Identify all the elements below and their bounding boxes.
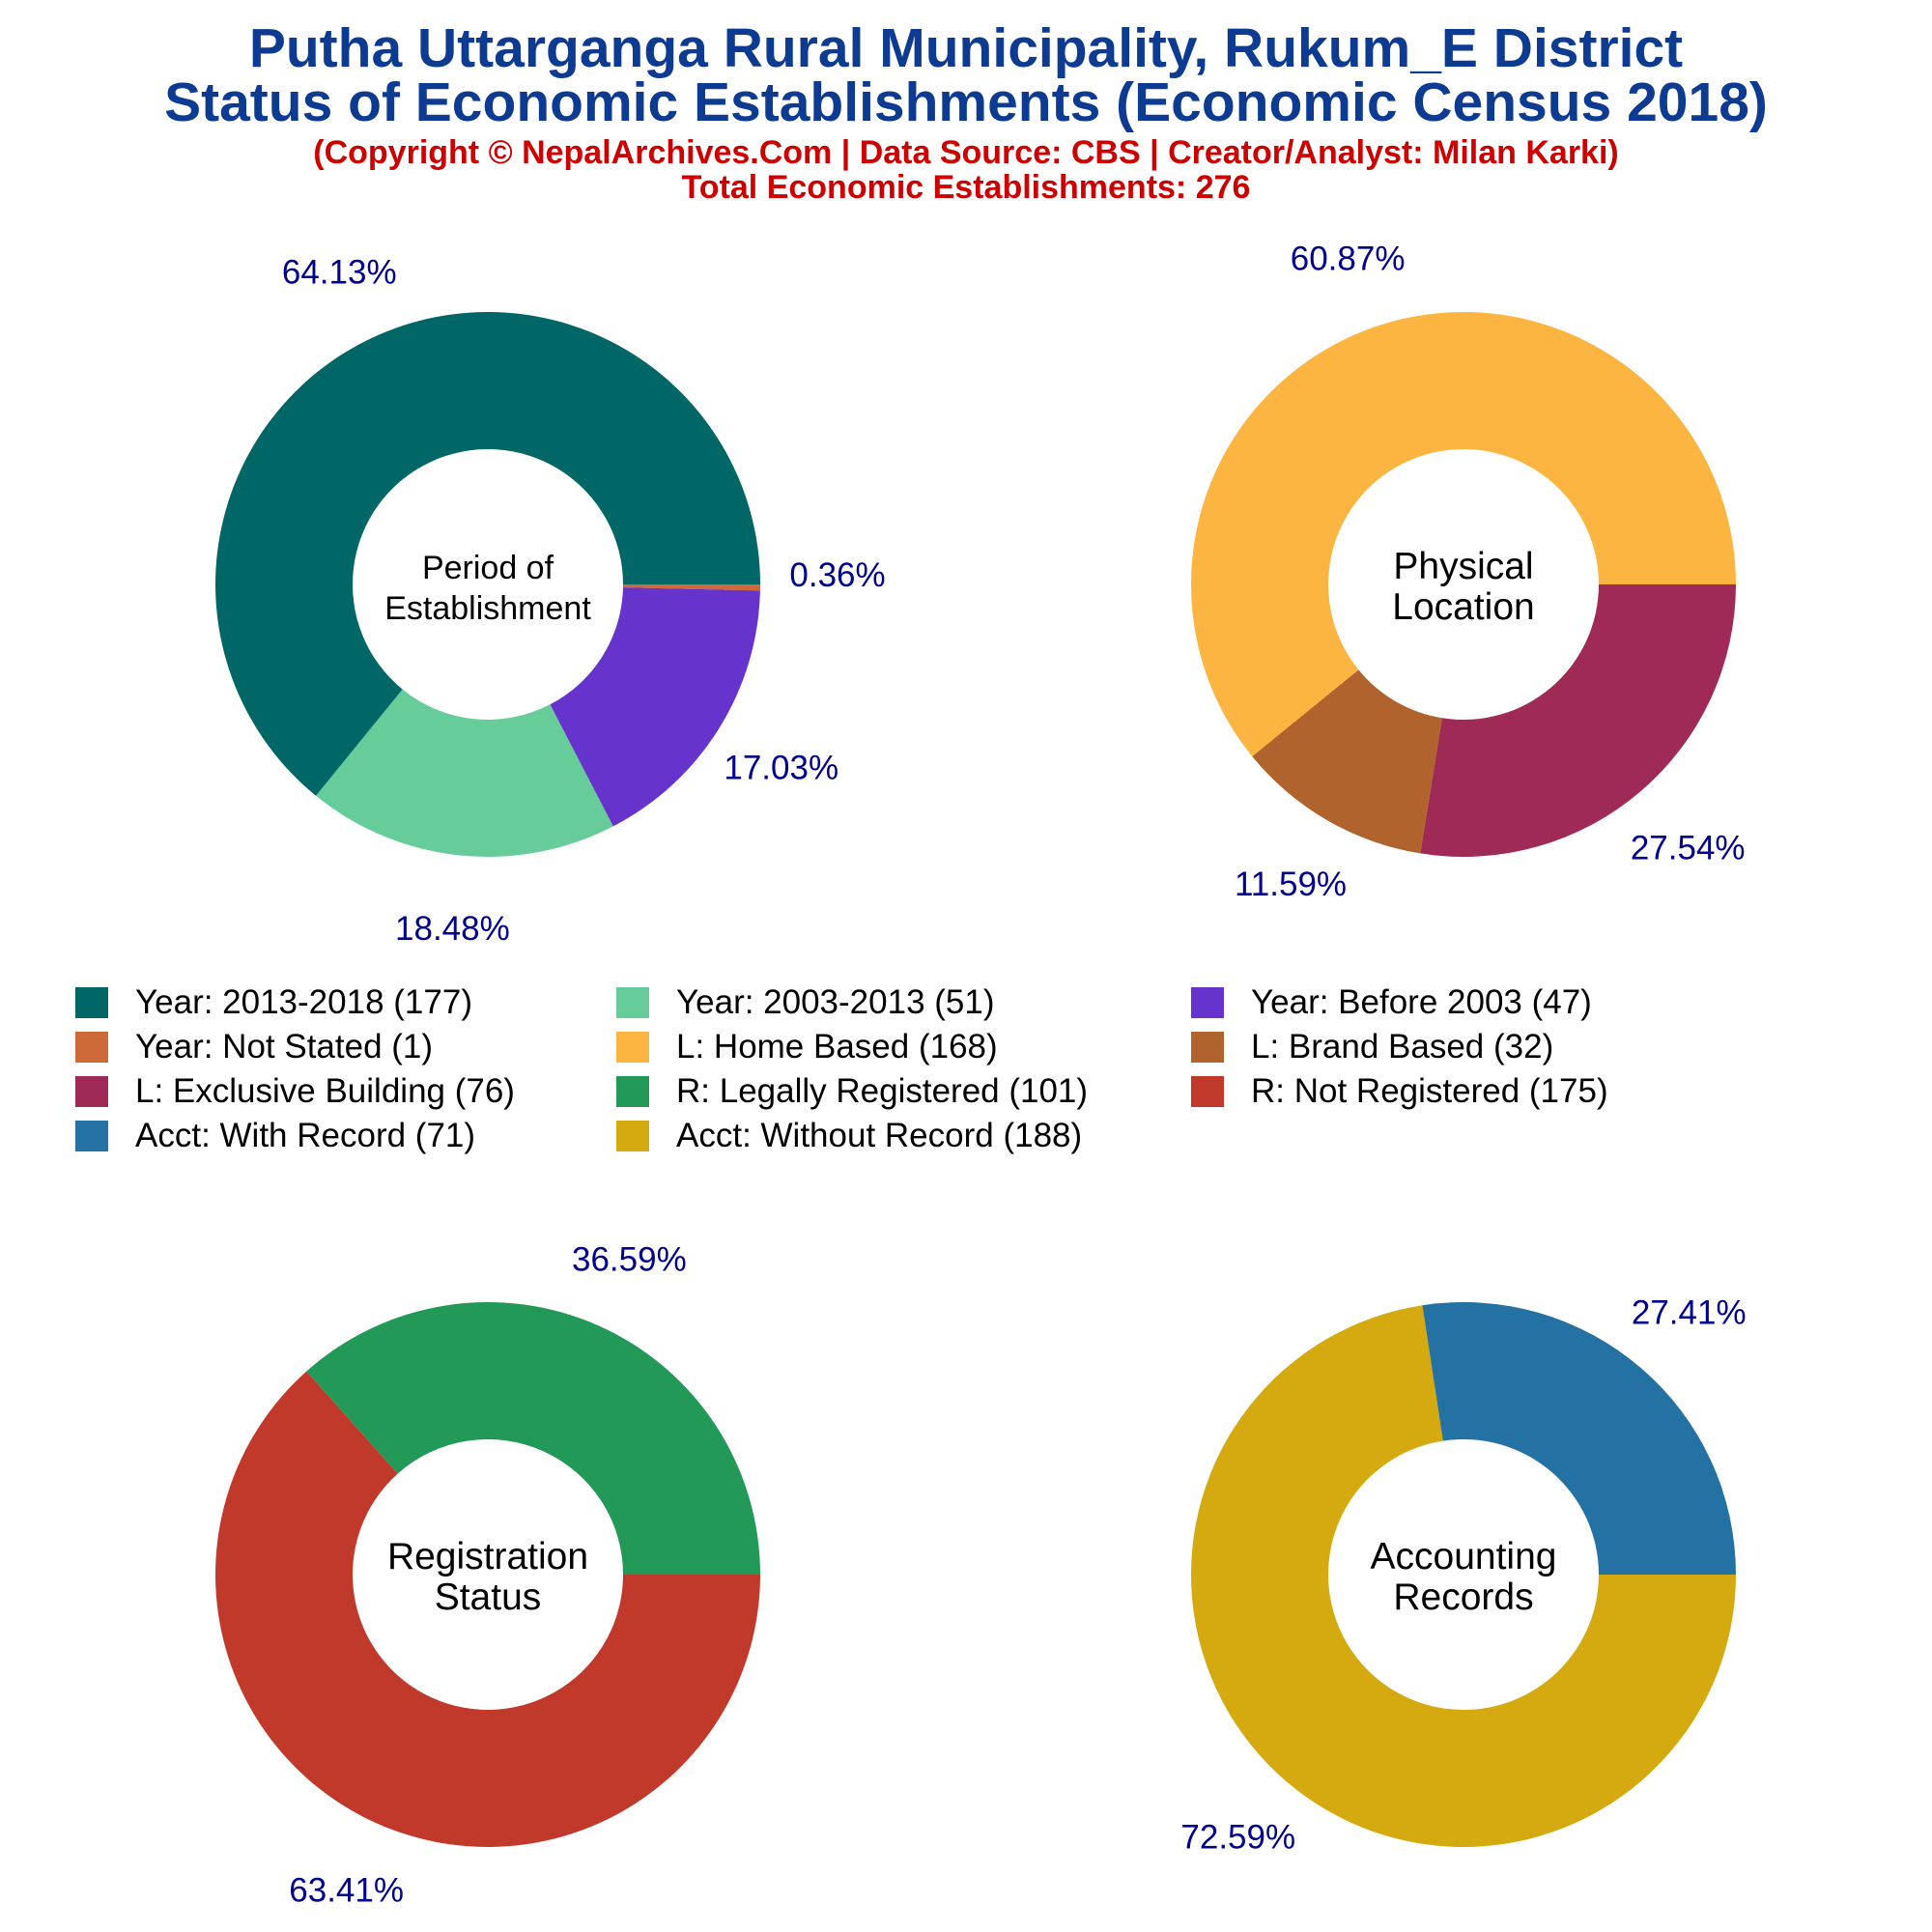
legend-label: Year: 2013-2018 (177) xyxy=(135,983,472,1021)
slice-year-2003-2013 xyxy=(316,689,613,858)
slice-r-not-registered xyxy=(214,1371,760,1847)
legend-item-year-2013-2018-177: Year: 2013-2018 (177) xyxy=(75,981,472,1024)
legend-item-r-not-registered-175: R: Not Registered (175) xyxy=(1191,1070,1608,1113)
slice-year-not-stated xyxy=(622,584,760,591)
legend-label: Year: 2003-2013 (51) xyxy=(676,983,995,1021)
percent-label-year-2003-2013: 18.48% xyxy=(395,910,510,948)
legend-swatch xyxy=(616,1076,649,1107)
percent-label-year-2013-2018: 64.13% xyxy=(282,254,397,292)
percent-label-acct-with-record: 27.41% xyxy=(1632,1293,1747,1331)
center-label-line-2: Establishment xyxy=(384,590,591,627)
copyright-line: (Copyright © NepalArchives.Com | Data So… xyxy=(313,134,1619,171)
center-label-line-1: Physical xyxy=(1393,546,1533,587)
legend-item-l-home-based-168: L: Home Based (168) xyxy=(616,1026,998,1068)
slice-acct-with-record xyxy=(1422,1302,1736,1575)
legend-label: R: Not Registered (175) xyxy=(1251,1072,1608,1110)
slice-l-home-based xyxy=(1191,311,1736,756)
legend-item-l-brand-based-32: L: Brand Based (32) xyxy=(1191,1026,1553,1068)
legend-item-year-not-stated-1: Year: Not Stated (1) xyxy=(75,1026,433,1068)
legend-label: Acct: With Record (71) xyxy=(135,1117,476,1154)
legend-item-acct-without-record-188: Acct: Without Record (188) xyxy=(616,1115,1082,1157)
legend-swatch xyxy=(616,1121,649,1151)
percent-label-year-before-2003: 17.03% xyxy=(724,749,838,786)
center-label-line-2: Location xyxy=(1392,586,1534,628)
legend-label: Acct: Without Record (188) xyxy=(676,1117,1083,1154)
center-label-line-1: Registration xyxy=(387,1536,588,1577)
legend-swatch xyxy=(1191,1076,1224,1107)
percent-label-l-exclusive-building: 27.54% xyxy=(1631,829,1746,867)
center-label-line-1: Accounting xyxy=(1371,1536,1557,1577)
center-label-line-2: Status xyxy=(435,1577,542,1618)
legend-label: L: Brand Based (32) xyxy=(1251,1028,1554,1065)
total-establishments: Total Economic Establishments: 276 xyxy=(681,169,1251,206)
legend-item-year-2003-2013-51: Year: 2003-2013 (51) xyxy=(616,981,995,1024)
legend-label: L: Exclusive Building (76) xyxy=(135,1072,515,1110)
legend-swatch xyxy=(75,1121,108,1151)
legend-label: L: Home Based (168) xyxy=(676,1028,998,1065)
legend-item-l-exclusive-building-76: L: Exclusive Building (76) xyxy=(75,1070,515,1113)
chart-title-line-2: Status of Economic Establishments (Econo… xyxy=(164,71,1768,133)
center-label-line-2: Records xyxy=(1393,1577,1533,1618)
donut-chart-1: 0.36% 17.03% 18.48% 64.13% Period of Establis… xyxy=(214,254,886,948)
chart-title-line-1: Putha Uttarganga Rural Municipality, Ruk… xyxy=(248,17,1684,79)
slice-r-legally-registered xyxy=(306,1302,760,1575)
legend-label: R: Legally Registered (101) xyxy=(676,1072,1089,1110)
slice-l-exclusive-building xyxy=(1420,584,1736,857)
legend-swatch xyxy=(1191,987,1224,1018)
legend-label: Year: Not Stated (1) xyxy=(135,1028,434,1065)
percent-label-r-not-registered: 63.41% xyxy=(289,1872,404,1910)
legend-swatch xyxy=(75,1032,108,1063)
slice-l-brand-based xyxy=(1252,669,1442,854)
chart-header: Putha Uttarganga Rural Municipality, Ruk… xyxy=(0,17,1932,206)
percent-label-r-legally-registered: 36.59% xyxy=(572,1240,687,1278)
legend-swatch xyxy=(75,987,108,1018)
legend-swatch xyxy=(616,987,649,1018)
legend-swatch xyxy=(616,1032,649,1063)
percent-label-acct-without-record: 72.59% xyxy=(1180,1819,1295,1857)
legend-label: Year: Before 2003 (47) xyxy=(1251,983,1592,1021)
percent-label-l-home-based: 60.87% xyxy=(1291,241,1406,278)
slice-acct-without-record xyxy=(1190,1305,1736,1847)
slice-year-2013-2018 xyxy=(214,311,760,796)
legend-swatch xyxy=(75,1076,108,1107)
legend-item-year-before-2003-47: Year: Before 2003 (47) xyxy=(1191,981,1592,1024)
percent-label-l-brand-based: 11.59% xyxy=(1235,866,1347,903)
legend-swatch xyxy=(1191,1032,1224,1063)
legend-item-r-legally-registered-101: R: Legally Registered (101) xyxy=(616,1070,1088,1113)
percent-label-year-not-stated: 0.36% xyxy=(789,556,885,594)
slice-year-before-2003 xyxy=(550,587,760,827)
legend-item-acct-with-record-71: Acct: With Record (71) xyxy=(75,1115,475,1157)
center-label-line-1: Period of xyxy=(422,550,554,586)
